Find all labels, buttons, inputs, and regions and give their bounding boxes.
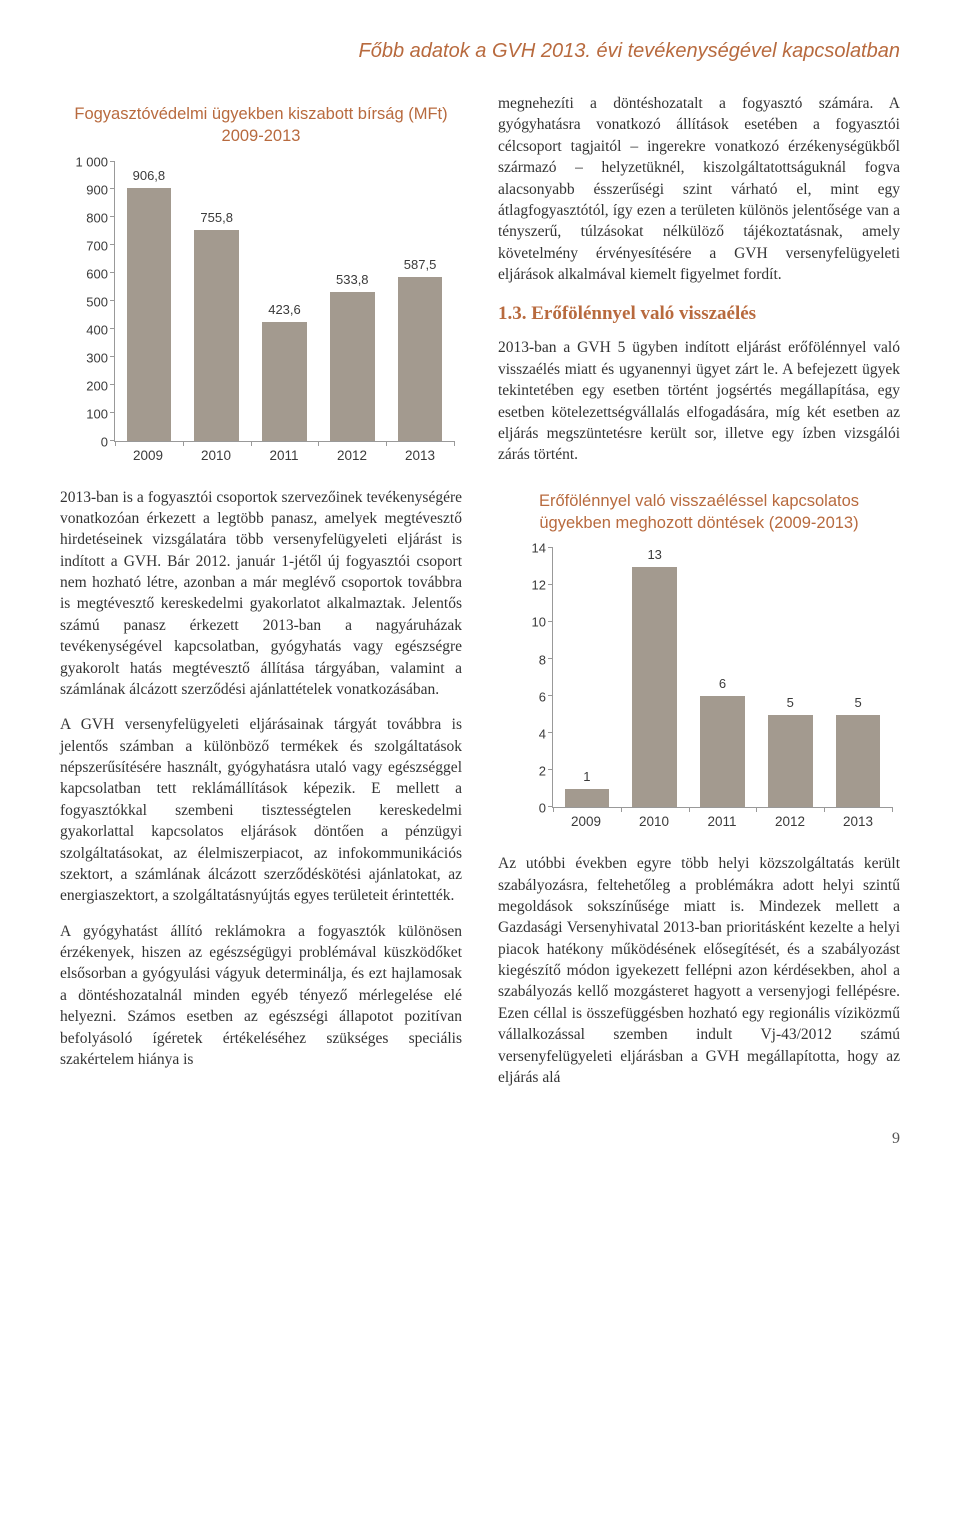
chart1-plot: 01002003004005006007008009001 000 906,87… (68, 162, 454, 442)
chart2-plot: 02468101214 113655 (506, 548, 892, 808)
bar-value-label: 1 (583, 769, 590, 784)
chart-bar: 755,8 (194, 230, 239, 441)
bar-value-label: 587,5 (404, 257, 437, 272)
body-para: 2013-ban is a fogyasztói csoportok szerv… (60, 487, 462, 701)
body-para: 2013-ban a GVH 5 ügyben indított eljárás… (498, 337, 900, 465)
y-tick-label: 0 (539, 801, 546, 816)
y-tick-label: 4 (539, 726, 546, 741)
chart-bar: 6 (700, 696, 745, 807)
bar-value-label: 6 (719, 676, 726, 691)
right-column: megnehezíti a döntéshozatalt a fogyasztó… (498, 93, 900, 1102)
chart-bar: 5 (768, 715, 813, 808)
chart2-container: Erőfölénnyel való visszaéléssel kapcsola… (498, 480, 900, 836)
bar-value-label: 423,6 (268, 302, 301, 317)
y-tick-label: 10 (532, 615, 546, 630)
body-para: A GVH versenyfelügyeleti eljárásainak tá… (60, 714, 462, 906)
x-tick-label: 2010 (620, 808, 688, 829)
y-tick-label: 8 (539, 652, 546, 667)
y-tick-label: 200 (86, 378, 108, 393)
chart2-y-axis: 02468101214 (506, 548, 552, 808)
x-tick-label: 2013 (824, 808, 892, 829)
y-tick-label: 600 (86, 266, 108, 281)
x-tick-label: 2009 (552, 808, 620, 829)
y-tick-label: 900 (86, 182, 108, 197)
chart1-title: Fogyasztóvédelmi ügyekben kiszabott bírs… (68, 103, 454, 148)
chart2-title: Erőfölénnyel való visszaéléssel kapcsola… (506, 490, 892, 535)
chart-bar: 533,8 (330, 292, 375, 441)
section-heading: 1.3. Erőfölénnyel való visszaélés (498, 303, 900, 325)
bar-value-label: 5 (854, 695, 861, 710)
x-tick-label: 2011 (250, 442, 318, 463)
y-tick-label: 300 (86, 350, 108, 365)
y-tick-label: 12 (532, 578, 546, 593)
chart-bar: 587,5 (398, 277, 443, 441)
chart-bar: 906,8 (127, 188, 172, 441)
y-tick-label: 100 (86, 406, 108, 421)
chart2-x-labels: 20092010201120122013 (552, 808, 892, 829)
x-tick-label: 2010 (182, 442, 250, 463)
bar-value-label: 533,8 (336, 272, 369, 287)
chart-bar: 13 (632, 567, 677, 808)
left-column: Fogyasztóvédelmi ügyekben kiszabott bírs… (60, 93, 462, 1102)
bar-value-label: 13 (647, 547, 661, 562)
x-tick-label: 2012 (756, 808, 824, 829)
y-tick-label: 6 (539, 689, 546, 704)
chart-bar: 1 (565, 789, 610, 808)
x-tick-label: 2009 (114, 442, 182, 463)
y-tick-label: 14 (532, 541, 546, 556)
x-tick-label: 2012 (318, 442, 386, 463)
body-para: A gyógyhatást állító reklámokra a fogyas… (60, 921, 462, 1071)
y-tick-label: 800 (86, 210, 108, 225)
chart-bar: 423,6 (262, 322, 307, 440)
page-number: 9 (60, 1130, 900, 1148)
body-para: Az utóbbi években egyre több helyi közsz… (498, 853, 900, 1088)
y-tick-label: 400 (86, 322, 108, 337)
bar-value-label: 906,8 (133, 168, 166, 183)
x-tick-label: 2011 (688, 808, 756, 829)
bar-value-label: 755,8 (200, 210, 233, 225)
body-para: megnehezíti a döntéshozatalt a fogyasztó… (498, 93, 900, 285)
y-tick-label: 500 (86, 294, 108, 309)
y-tick-label: 0 (101, 434, 108, 449)
bar-value-label: 5 (787, 695, 794, 710)
chart-bar: 5 (836, 715, 881, 808)
x-tick-label: 2013 (386, 442, 454, 463)
chart1-x-labels: 20092010201120122013 (114, 442, 454, 463)
y-tick-label: 1 000 (75, 154, 108, 169)
page-header: Főbb adatok a GVH 2013. évi tevékenységé… (60, 40, 900, 63)
y-tick-label: 700 (86, 238, 108, 253)
y-tick-label: 2 (539, 764, 546, 779)
chart1-y-axis: 01002003004005006007008009001 000 (68, 162, 114, 442)
chart1-container: Fogyasztóvédelmi ügyekben kiszabott bírs… (60, 93, 462, 469)
